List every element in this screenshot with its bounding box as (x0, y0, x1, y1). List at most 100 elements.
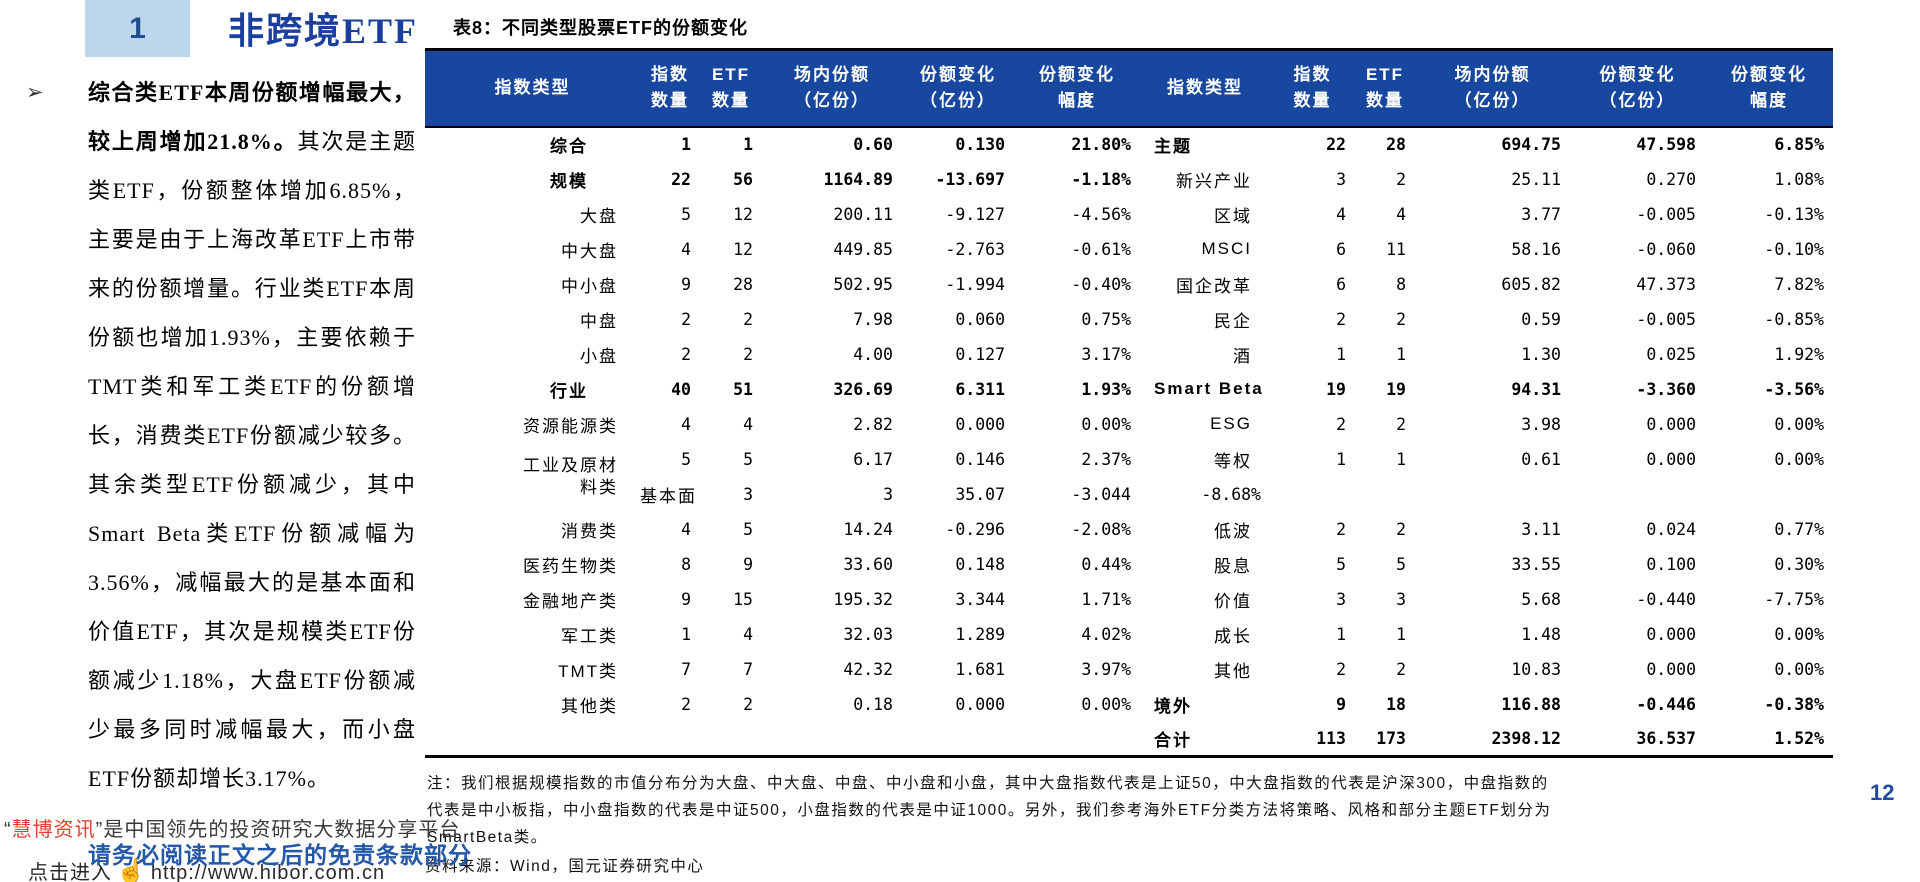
col-header-change: 份额变化 （亿份） (1570, 49, 1705, 128)
cell-value: -0.005 (1636, 309, 1696, 329)
col-header-shares: 场内份额 （亿份） (762, 49, 902, 128)
cell-value: 2 (743, 309, 753, 329)
col-header-etf-count: ETF 数量 (1355, 49, 1415, 128)
row-label: 低波 (1214, 521, 1252, 541)
cell-value: 195.32 (833, 589, 893, 609)
cell-value: 0.18 (853, 694, 893, 714)
row-label: 等权 (1214, 451, 1252, 471)
section-title: 非跨境ETF (228, 11, 419, 51)
cell-value: 3 (1336, 589, 1346, 609)
cell-value: 4.00 (853, 344, 893, 364)
cell-value: 42.32 (843, 659, 893, 679)
cell-value: 2.82 (853, 414, 893, 434)
cell-value: 47.598 (1636, 135, 1696, 154)
cell-value: 1 (1336, 624, 1346, 644)
cell-value: 22 (1326, 135, 1346, 154)
row-label: 境外 (1154, 696, 1192, 716)
cell-value: 33.60 (843, 554, 893, 574)
table-row: 工业及原材料类 5 5 6.17 0.146 2.37% 等权 1 1 0.61 0.000 0.00… (425, 442, 1833, 497)
cell-value: 1.93% (1081, 379, 1131, 399)
note-line: SmartBeta类。 (427, 829, 548, 846)
cell-value: 8 (681, 554, 691, 574)
col-header-change: 份额变化 （亿份） (902, 49, 1014, 128)
cell-value: 5 (743, 449, 753, 469)
cell-value: 2 (1336, 659, 1346, 679)
cell-value: -1.994 (945, 274, 1005, 294)
row-label: 大盘 (580, 206, 618, 226)
col-header-etf-count: ETF 数量 (700, 49, 762, 128)
table-row: 规模 22 56 1164.89 -13.697 -1.18% 新兴产业 3 2 25.11 0.2… (425, 162, 1833, 197)
cell-value: 3.11 (1521, 519, 1561, 539)
cell-value: 28 (733, 274, 753, 294)
table-row: 军工类 1 4 32.03 1.289 4.02% 成长 1 1 1.48 0.000 0.00% (425, 617, 1833, 652)
cell-value: -8.68% (1201, 484, 1261, 504)
close-quote: ” (95, 819, 104, 841)
cell-value: 2 (1396, 169, 1406, 189)
cell-value: 15 (733, 589, 753, 609)
cell-value: 1.92% (1774, 344, 1824, 364)
cell-value: 0.000 (1646, 624, 1696, 644)
cell-value: -0.446 (1636, 694, 1696, 714)
cell-value: 1.52% (1774, 728, 1824, 748)
hibor-url-link[interactable]: http://www.hibor.com.cn (150, 862, 386, 882)
cell-value: -3.360 (1636, 379, 1696, 399)
cell-value: 4 (681, 519, 691, 539)
table-row: 行业 40 51 326.69 6.311 1.93% Smart Beta 19 19 94.3… (425, 372, 1833, 407)
cell-value: -2.08% (1071, 519, 1131, 539)
note-line: 代表是中小板指，中小盘指数的代表是中证500，小盘指数的代表是中证1000。另外… (427, 802, 1552, 819)
table-section: 表8：不同类型股票ETF的份额变化 指数类型 指数 数量 ETF 数量 场内份额 （亿… (425, 8, 1855, 876)
cell-value: -0.440 (1636, 589, 1696, 609)
cell-value: 5 (681, 449, 691, 469)
cell-value: -0.38% (1764, 694, 1824, 714)
cell-value: 2398.12 (1491, 728, 1561, 748)
cell-value: 0.000 (955, 694, 1005, 714)
cell-value: 3.344 (955, 589, 1005, 609)
cell-value: 8 (1396, 274, 1406, 294)
bullet-arrow-icon: ➢ (26, 81, 44, 104)
cell-value: 22 (671, 169, 691, 189)
row-label: TMT类 (558, 661, 618, 681)
cell-value: 2 (1336, 414, 1346, 434)
page-number: 12 (1870, 780, 1895, 805)
cell-value: -0.61% (1071, 239, 1131, 259)
cell-value: 3 (1396, 589, 1406, 609)
row-label: 民企 (1214, 311, 1252, 331)
cell-value: 6.85% (1774, 135, 1824, 154)
row-label: 新兴产业 (1176, 171, 1252, 191)
empty-cell (700, 722, 762, 757)
cell-value: 5 (681, 204, 691, 224)
cell-value: 0.000 (1646, 449, 1696, 469)
cell-value: 1 (681, 624, 691, 644)
table-row: 医药生物类 8 9 33.60 0.148 0.44% 股息 5 5 33.55 0.100 0.30… (425, 547, 1833, 582)
table-row: 中大盘 4 12 449.85 -2.763 -0.61% MSCI 6 11 58.16 -0.0… (425, 232, 1833, 267)
etf-table-body: 综合 1 1 0.60 0.130 21.80% 主题 22 28 694.75 47.598 6.8… (425, 127, 1833, 757)
cell-value: 9 (681, 589, 691, 609)
cell-value: 25.11 (1511, 169, 1561, 189)
cell-value: 14.24 (843, 519, 893, 539)
col-header-change-pct: 份额变化 幅度 (1014, 49, 1140, 128)
table-row: 金融地产类 9 15 195.32 3.344 1.71% 价值 3 3 5.68 -0.440 -7… (425, 582, 1833, 617)
table-row: 消费类 4 5 14.24 -0.296 -2.08% 低波 2 2 3.11 0.024 0.77% (425, 512, 1833, 547)
cell-value: -0.005 (1636, 204, 1696, 224)
brand-name: 慧博资讯 (11, 819, 96, 841)
cell-value: 10.83 (1511, 659, 1561, 679)
cell-value: 0.44% (1081, 554, 1131, 574)
table-row: 其他类 2 2 0.18 0.000 0.00% 境外 9 18 116.88 -0.446 -0.3… (425, 687, 1833, 722)
cell-value: 1.48 (1521, 624, 1561, 644)
cell-value: 1.681 (955, 659, 1005, 679)
cell-value: 94.31 (1511, 379, 1561, 399)
cell-value: 7.98 (853, 309, 893, 329)
table-header: 指数类型 指数 数量 ETF 数量 场内份额 （亿份） 份额变化 （亿份） 份额变化 幅度… (425, 49, 1833, 128)
cell-value: 605.82 (1501, 274, 1561, 294)
cell-value: 0.148 (955, 554, 1005, 574)
cell-value: 3.98 (1521, 414, 1561, 434)
cell-value: 1 (681, 135, 691, 154)
table-row: 大盘 5 12 200.11 -9.127 -4.56% 区域 4 4 3.77 -0.005 -0.… (425, 197, 1833, 232)
cell-value: 33.55 (1511, 554, 1561, 574)
cell-value: 3.77 (1521, 204, 1561, 224)
row-label: 其他类 (561, 696, 618, 716)
row-label: 消费类 (561, 521, 618, 541)
cell-value: 2 (681, 694, 691, 714)
cell-value: 58.16 (1511, 239, 1561, 259)
